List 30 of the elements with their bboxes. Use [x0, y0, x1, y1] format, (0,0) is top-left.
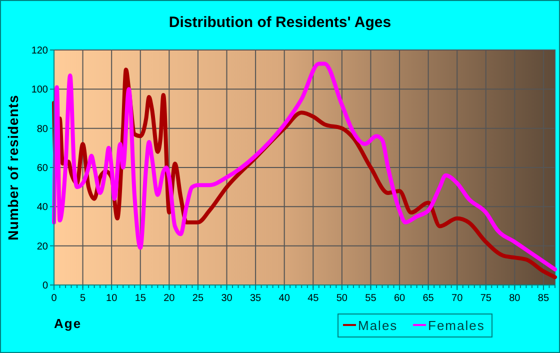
- legend-label: Females: [428, 318, 485, 333]
- y-tick-label: 100: [31, 84, 48, 96]
- y-tick-label: 40: [36, 202, 48, 214]
- x-tick-label: 40: [278, 293, 290, 304]
- y-axis-title: Number of residents: [5, 94, 21, 240]
- x-tick-label: 55: [365, 293, 377, 304]
- x-tick-label: 65: [422, 293, 434, 304]
- chart-title: Distribution of Residents' Ages: [168, 14, 392, 31]
- y-tick-label: 60: [36, 163, 48, 174]
- x-tick-label: 80: [509, 293, 521, 304]
- x-tick-label: 35: [250, 293, 262, 304]
- x-tick-label: 30: [221, 293, 233, 304]
- x-tick-label: 15: [134, 293, 146, 304]
- x-tick-label: 0: [51, 293, 58, 304]
- x-tick-label: 50: [336, 293, 348, 304]
- x-tick-label: 10: [106, 293, 118, 304]
- x-tick-label: 60: [394, 293, 406, 304]
- y-tick-label: 120: [31, 46, 48, 56]
- y-tick-label: 0: [42, 280, 48, 292]
- x-tick-label: 20: [164, 293, 176, 304]
- x-tick-label: 75: [480, 293, 492, 304]
- y-tick-label: 80: [36, 124, 48, 135]
- legend-label: Males: [358, 318, 398, 333]
- x-tick-label: 70: [452, 293, 464, 304]
- x-tick-label: 45: [308, 293, 320, 304]
- x-tick-label: 25: [192, 293, 204, 304]
- y-tick-label: 20: [36, 241, 48, 252]
- x-tick-label: 5: [80, 293, 86, 304]
- x-tick-label: 85: [538, 293, 550, 304]
- x-axis-title: Age: [54, 316, 82, 331]
